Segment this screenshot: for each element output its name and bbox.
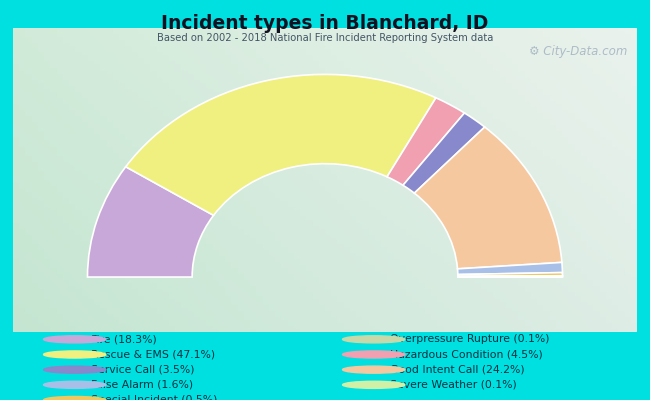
Wedge shape	[458, 276, 562, 277]
Text: ⚙ City-Data.com: ⚙ City-Data.com	[528, 45, 627, 58]
Circle shape	[343, 366, 405, 373]
Text: Fire (18.3%): Fire (18.3%)	[91, 334, 157, 344]
Text: Incident types in Blanchard, ID: Incident types in Blanchard, ID	[161, 14, 489, 33]
Text: Rescue & EMS (47.1%): Rescue & EMS (47.1%)	[91, 350, 215, 360]
Text: Good Intent Call (24.2%): Good Intent Call (24.2%)	[390, 365, 525, 375]
Wedge shape	[88, 167, 214, 277]
Wedge shape	[458, 276, 562, 277]
Text: Severe Weather (0.1%): Severe Weather (0.1%)	[390, 380, 517, 390]
Text: Overpressure Rupture (0.1%): Overpressure Rupture (0.1%)	[390, 334, 549, 344]
Wedge shape	[387, 98, 465, 185]
Circle shape	[44, 381, 106, 388]
Text: Special Incident (0.5%): Special Incident (0.5%)	[91, 395, 217, 400]
Circle shape	[44, 336, 106, 343]
Circle shape	[343, 351, 405, 358]
Wedge shape	[125, 74, 436, 215]
Wedge shape	[458, 272, 562, 276]
Text: Based on 2002 - 2018 National Fire Incident Reporting System data: Based on 2002 - 2018 National Fire Incid…	[157, 33, 493, 43]
Circle shape	[343, 336, 405, 343]
Text: Service Call (3.5%): Service Call (3.5%)	[91, 365, 194, 375]
Wedge shape	[458, 262, 562, 274]
Circle shape	[44, 366, 106, 373]
Text: False Alarm (1.6%): False Alarm (1.6%)	[91, 380, 193, 390]
Wedge shape	[403, 113, 485, 193]
Wedge shape	[414, 127, 562, 269]
Circle shape	[44, 396, 106, 400]
Circle shape	[44, 351, 106, 358]
Circle shape	[343, 381, 405, 388]
Text: Hazardous Condition (4.5%): Hazardous Condition (4.5%)	[390, 350, 543, 360]
